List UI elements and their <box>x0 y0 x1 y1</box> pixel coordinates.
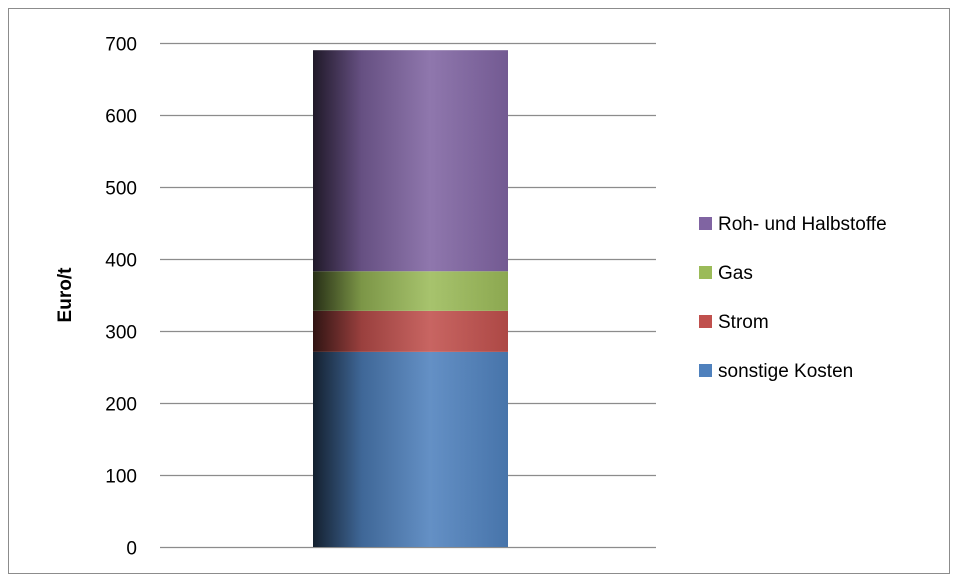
legend-label: sonstige Kosten <box>718 361 853 382</box>
legend-swatch <box>699 315 712 328</box>
y-tick-labels: 0 100 200 300 400 500 600 700 <box>105 35 137 560</box>
y-tick-label: 600 <box>105 107 137 128</box>
y-tick-label: 300 <box>105 323 137 344</box>
legend-swatch <box>699 266 712 279</box>
y-tick-label: 200 <box>105 395 137 416</box>
y-tick-label: 400 <box>105 251 137 272</box>
legend-label: Gas <box>718 263 753 284</box>
bar-segments <box>313 50 508 547</box>
y-tick-label: 100 <box>105 467 137 488</box>
legend-label: Roh- und Halbstoffe <box>718 214 887 235</box>
legend-swatch <box>699 364 712 377</box>
y-tick-label: 500 <box>105 179 137 200</box>
legend-swatch <box>699 217 712 230</box>
bar-segment-strom <box>313 310 508 352</box>
bar-segment-roh-und-halbstoffe <box>313 50 508 272</box>
y-axis-label: Euro/t <box>55 267 76 323</box>
bar-segment-gas <box>313 271 508 311</box>
y-tick-label: 0 <box>126 539 137 560</box>
legend: Roh- und Halbstoffe Gas Strom sonstige Kost… <box>699 214 887 382</box>
bar-segment-sonstige-kosten <box>313 351 508 547</box>
y-tick-label: 700 <box>105 35 137 56</box>
legend-label: Strom <box>718 312 769 333</box>
